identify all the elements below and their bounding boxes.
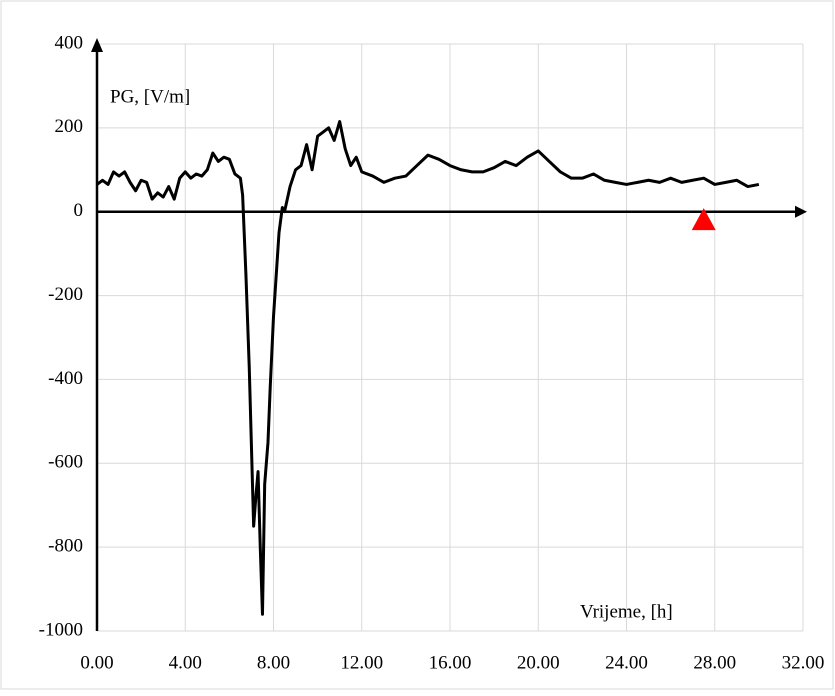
x-tick-label: 32.00 — [782, 652, 825, 673]
x-axis-arrow — [795, 205, 807, 218]
y-tick-label: 200 — [55, 116, 84, 137]
y-tick-label: 0 — [74, 200, 84, 221]
y-axis-label: PG, [V/m] — [110, 86, 190, 107]
data-line — [96, 120, 760, 616]
y-tick-label: -1000 — [39, 619, 83, 640]
x-tick-label: 12.00 — [340, 652, 383, 673]
y-tick-label: 400 — [55, 32, 84, 53]
x-tick-label: 0.00 — [80, 652, 113, 673]
x-tick-label: 16.00 — [429, 652, 472, 673]
y-tick-label: -400 — [48, 368, 83, 389]
marker-triangle — [691, 208, 716, 231]
y-tick-label: -600 — [48, 452, 83, 473]
x-tick-label: 4.00 — [169, 652, 202, 673]
y-tick-label: -800 — [48, 536, 83, 557]
y-tick-label: -200 — [48, 284, 83, 305]
x-tick-label: 24.00 — [605, 652, 648, 673]
x-tick-label: 28.00 — [693, 652, 736, 673]
x-tick-label: 20.00 — [517, 652, 560, 673]
x-tick-label: 8.00 — [257, 652, 290, 673]
y-axis-arrow — [91, 38, 103, 52]
